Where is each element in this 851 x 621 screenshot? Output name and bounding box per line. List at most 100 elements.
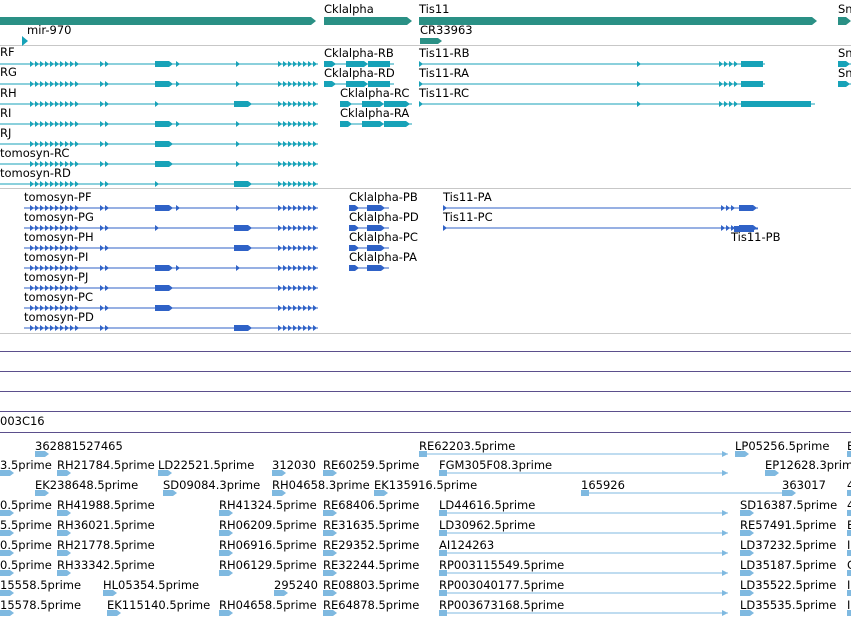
est-label[interactable]: LD35187.5prime [740,558,837,572]
transcript-glyph[interactable] [0,77,318,91]
est-label[interactable]: RE62203.5prime [419,439,516,453]
est-glyph[interactable] [740,548,800,562]
est-label[interactable]: RE32244.5prime [323,558,420,572]
est-glyph[interactable] [219,548,279,562]
est-glyph[interactable] [323,468,383,482]
est-label[interactable]: 0.5prime [0,558,52,572]
transcript-glyph[interactable] [0,117,318,131]
est-label[interactable]: LD30962.5prime [439,518,536,532]
transcript-label[interactable]: Cklalpha-RC [340,86,410,100]
est-label[interactable]: E [847,439,851,453]
est-label[interactable]: 5.5prime [0,518,52,532]
est-glyph[interactable] [323,608,383,621]
est-label[interactable]: RH41988.5prime [57,498,155,512]
est-label[interactable]: RP003115549.5prime [439,558,565,572]
est-label[interactable]: RE31635.5prime [323,518,420,532]
est-label[interactable]: RH36021.5prime [57,518,155,532]
est-glyph[interactable] [847,568,851,582]
protein-label[interactable]: tomosyn-PF [24,190,92,204]
est-glyph[interactable] [57,568,117,582]
est-label[interactable]: RE08803.5prime [323,578,420,592]
transcript-glyph[interactable] [340,117,412,131]
est-label[interactable]: EK135916.5prime [374,478,478,492]
transcript-label[interactable]: tomosyn-RD [0,166,71,180]
gene-label-cklalpha[interactable]: Cklalpha [324,2,374,16]
est-label[interactable]: I [847,598,851,612]
transcript-glyph[interactable] [324,57,394,71]
gene-glyph-cklalpha[interactable] [324,14,412,28]
transcript-glyph[interactable] [419,77,765,91]
protein-glyph[interactable] [24,321,318,335]
gene-glyph-mir-970[interactable] [22,34,30,48]
protein-label[interactable]: tomosyn-PD [24,310,94,324]
est-label[interactable]: RE57491.5prime [740,518,837,532]
transcript-label[interactable]: RH [0,86,17,100]
est-glyph[interactable] [439,588,728,602]
est-glyph[interactable] [158,468,218,482]
est-label[interactable]: RE29352.5prime [323,538,420,552]
est-label[interactable]: 0.5prime [0,498,52,512]
est-glyph[interactable] [740,508,800,522]
est-glyph[interactable] [219,528,279,542]
est-label[interactable]: LD44616.5prime [439,498,536,512]
est-glyph[interactable] [439,468,728,482]
gene-label-mir-970[interactable]: mir-970 [27,23,72,37]
protein-glyph[interactable] [443,221,758,235]
est-label[interactable]: LP05256.5prime [735,439,830,453]
est-glyph[interactable] [740,568,800,582]
est-label[interactable]: E [847,518,851,532]
transcript-glyph[interactable] [419,97,815,111]
protein-glyph[interactable] [24,281,318,295]
protein-glyph[interactable] [24,261,318,275]
est-label[interactable]: 15558.5prime [0,578,82,592]
est-label[interactable]: FGM305F08.3prime [439,458,553,472]
transcript-glyph[interactable] [324,77,394,91]
est-glyph[interactable] [847,588,851,602]
est-label[interactable]: 0.5prime [0,538,52,552]
est-label[interactable]: 15578.5prime [0,598,82,612]
protein-glyph[interactable] [349,241,389,255]
est-glyph[interactable] [0,568,60,582]
est-glyph[interactable] [374,488,434,502]
est-label[interactable]: LD35535.5prime [740,598,837,612]
est-label[interactable]: 3.5prime [0,458,52,472]
est-label[interactable]: RH06916.5prime [219,538,317,552]
est-label[interactable]: RP003040177.5prime [439,578,565,592]
est-label[interactable]: 362881527465 [35,439,123,453]
gene-label-tis11[interactable]: Tis11 [419,2,450,16]
est-label[interactable]: RH06209.5prime [219,518,317,532]
est-label[interactable]: C [847,559,851,572]
est-label[interactable]: SD09084.3prime [163,478,261,492]
est-glyph[interactable] [35,449,95,463]
transcript-label[interactable]: RF [0,45,15,59]
est-label[interactable]: AI124263 [439,538,495,552]
est-glyph[interactable] [107,608,167,621]
est-label[interactable]: RP003673168.5prime [439,598,565,612]
protein-label[interactable]: Cklalpha-PB [349,190,418,204]
transcript-glyph[interactable] [340,97,412,111]
est-label[interactable]: RE60259.5prime [323,458,420,472]
transcript-glyph[interactable] [419,57,765,71]
protein-label[interactable]: tomosyn-PG [24,210,94,224]
protein-glyph[interactable] [443,201,758,215]
transcript-label[interactable]: tomosyn-RC [0,146,70,160]
gene-label-sn[interactable]: Sn [838,2,851,16]
est-label[interactable]: 363017 [782,478,826,492]
protein-label[interactable]: tomosyn-PJ [24,270,89,284]
protein-glyph[interactable] [349,261,389,275]
est-glyph[interactable] [103,588,163,602]
est-glyph[interactable] [323,588,383,602]
est-label[interactable]: RH41324.5prime [219,498,317,512]
est-glyph[interactable] [847,548,851,562]
transcript-label[interactable]: Tis11-RC [419,86,470,100]
est-glyph[interactable] [847,608,851,621]
transcript-label[interactable]: RJ [0,126,12,140]
est-glyph[interactable] [0,468,60,482]
est-glyph[interactable] [439,608,728,621]
transcript-label[interactable]: Sn [838,46,851,60]
protein-glyph[interactable] [24,201,318,215]
est-label[interactable]: I [847,578,851,592]
transcript-label[interactable]: RI [0,106,12,120]
est-label[interactable]: SD16387.5prime [740,498,838,512]
est-glyph[interactable] [163,488,223,502]
